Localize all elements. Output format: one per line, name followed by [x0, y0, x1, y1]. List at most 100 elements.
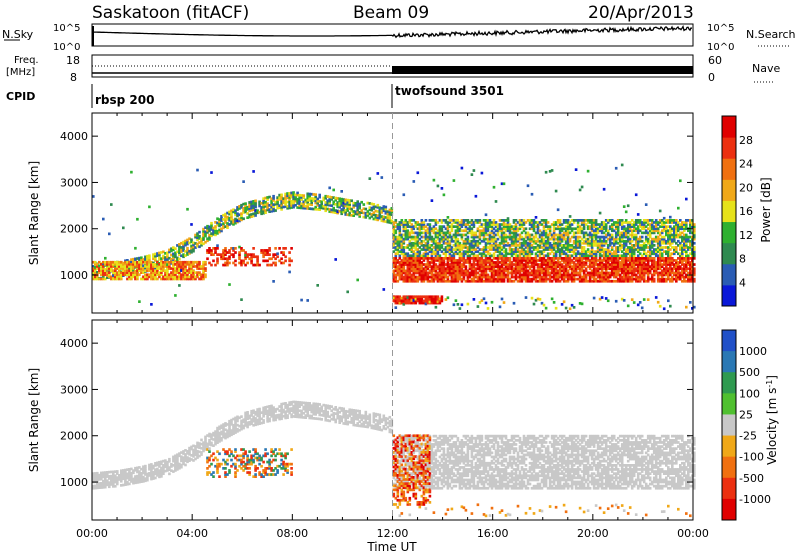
- power-cell: [524, 221, 528, 224]
- power-cell: [658, 244, 662, 247]
- power-cell: [512, 225, 516, 228]
- power-cell: [444, 273, 448, 277]
- power-cell: [572, 273, 576, 277]
- power-cell: [671, 252, 674, 256]
- power-cell: [574, 259, 578, 262]
- power-cell: [428, 295, 432, 299]
- power-cell: [586, 219, 590, 222]
- power-cell: [486, 237, 490, 241]
- power-cell: [518, 219, 522, 222]
- power-cell: [432, 277, 436, 281]
- power-cell: [402, 246, 406, 249]
- power-cell: [192, 277, 195, 281]
- power-cell: [628, 271, 632, 275]
- power-cell: [306, 299, 309, 302]
- power-cell: [460, 229, 464, 233]
- power-cell: [344, 204, 347, 208]
- power-cell: [160, 251, 163, 254]
- power-cell: [432, 237, 436, 241]
- power-cell: [398, 221, 402, 224]
- power-cell: [422, 239, 426, 243]
- power-cell: [634, 233, 638, 237]
- power-cell: [120, 275, 123, 279]
- power-cell: [178, 269, 181, 272]
- power-cell: [406, 279, 410, 283]
- power-cell: [558, 267, 562, 271]
- power-cell: [590, 273, 594, 277]
- power-cell: [596, 259, 600, 262]
- power-cell: [484, 273, 488, 277]
- power-cell: [580, 263, 584, 266]
- power-cell: [400, 265, 404, 268]
- power-cell: [504, 229, 508, 233]
- power-cell: [558, 223, 562, 226]
- power-cell: [160, 277, 163, 281]
- power-cell: [408, 275, 412, 279]
- power-cell: [266, 208, 269, 212]
- power-cell: [462, 265, 466, 268]
- power-cell: [290, 195, 293, 199]
- power-cell: [216, 244, 219, 247]
- power-cell: [188, 271, 191, 274]
- power-cell: [402, 233, 406, 237]
- power-cell: [324, 194, 327, 198]
- power-cell: [500, 279, 504, 283]
- power-cell: [470, 269, 474, 273]
- power-cell: [130, 269, 133, 272]
- power-cell: [610, 257, 614, 260]
- power-cell: [402, 267, 406, 271]
- power-cell: [654, 254, 658, 258]
- power-cell: [428, 271, 432, 275]
- power-cell: [654, 237, 658, 241]
- power-cell: [542, 237, 546, 241]
- power-cell: [474, 269, 478, 273]
- power-cell: [554, 221, 558, 224]
- power-cell: [632, 301, 636, 304]
- power-cell: [667, 250, 670, 253]
- power-cell: [420, 297, 424, 301]
- power-cell: [624, 227, 628, 231]
- power-cell: [626, 248, 630, 251]
- power-cell: [380, 215, 384, 218]
- power-cell: [376, 203, 380, 207]
- power-cell: [669, 263, 672, 266]
- power-cell: [404, 225, 408, 228]
- power-cell: [665, 225, 668, 228]
- power-cell: [665, 277, 668, 281]
- power-cell: [468, 244, 472, 247]
- power-cell: [616, 273, 620, 277]
- power-cell: [602, 221, 606, 224]
- power-cell: [462, 273, 466, 277]
- power-cell: [196, 265, 199, 268]
- power-cell: [154, 263, 157, 266]
- power-cell: [562, 277, 566, 281]
- power-cell: [444, 269, 448, 273]
- power-cell: [102, 269, 105, 272]
- power-cell: [412, 263, 416, 266]
- power-cell: [494, 229, 498, 233]
- power-cell: [412, 273, 416, 277]
- power-cell: [120, 265, 123, 268]
- power-cell: [656, 267, 660, 271]
- power-cell: [394, 259, 398, 262]
- power-cell: [502, 271, 506, 275]
- power-cell: [414, 235, 418, 239]
- power-cell: [356, 200, 359, 203]
- power-cell: [276, 255, 279, 259]
- power-cell: [582, 252, 586, 256]
- power-cell: [400, 296, 404, 300]
- power-cell: [548, 267, 552, 271]
- power-cell: [580, 254, 584, 258]
- power-cell: [436, 252, 440, 256]
- power-cell: [446, 271, 450, 275]
- power-cell: [522, 237, 526, 241]
- power-cell: [520, 261, 524, 264]
- power-cell: [346, 198, 349, 202]
- power-cell: [404, 231, 408, 235]
- power-cell: [530, 263, 534, 266]
- power-cell: [562, 273, 566, 277]
- power-cell: [550, 297, 554, 301]
- power-cell: [300, 206, 303, 210]
- power-cell: [400, 239, 404, 243]
- power-cell: [568, 275, 572, 279]
